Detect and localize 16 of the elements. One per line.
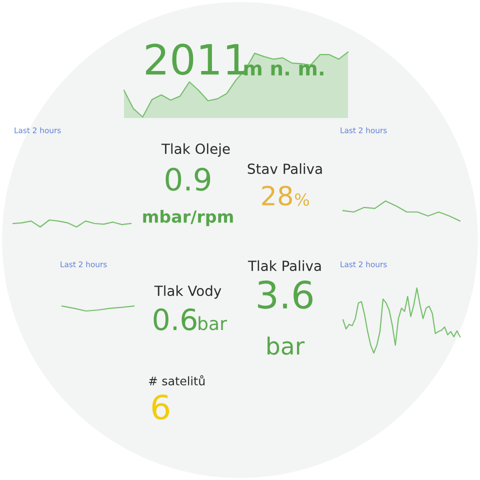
annotation: m n. m. — [244, 64, 324, 76]
text: Tlak Oleje — [161, 143, 230, 157]
text: bar — [198, 316, 227, 330]
text: Tlak Vody — [154, 285, 222, 299]
text: 0.6 — [154, 308, 196, 330]
text: bar — [268, 336, 305, 355]
text: # satelitů — [148, 375, 205, 386]
text: % — [295, 193, 309, 206]
text: 28 — [262, 186, 292, 206]
text: 3.6 — [258, 280, 312, 309]
text: 0.9 — [166, 168, 210, 191]
text: Tlak Paliva — [248, 260, 321, 272]
text: Stav Paliva — [248, 163, 322, 174]
text: 6 — [152, 394, 170, 420]
text: mbar/rpm — [143, 210, 233, 226]
annotation: 2011 — [146, 44, 246, 76]
